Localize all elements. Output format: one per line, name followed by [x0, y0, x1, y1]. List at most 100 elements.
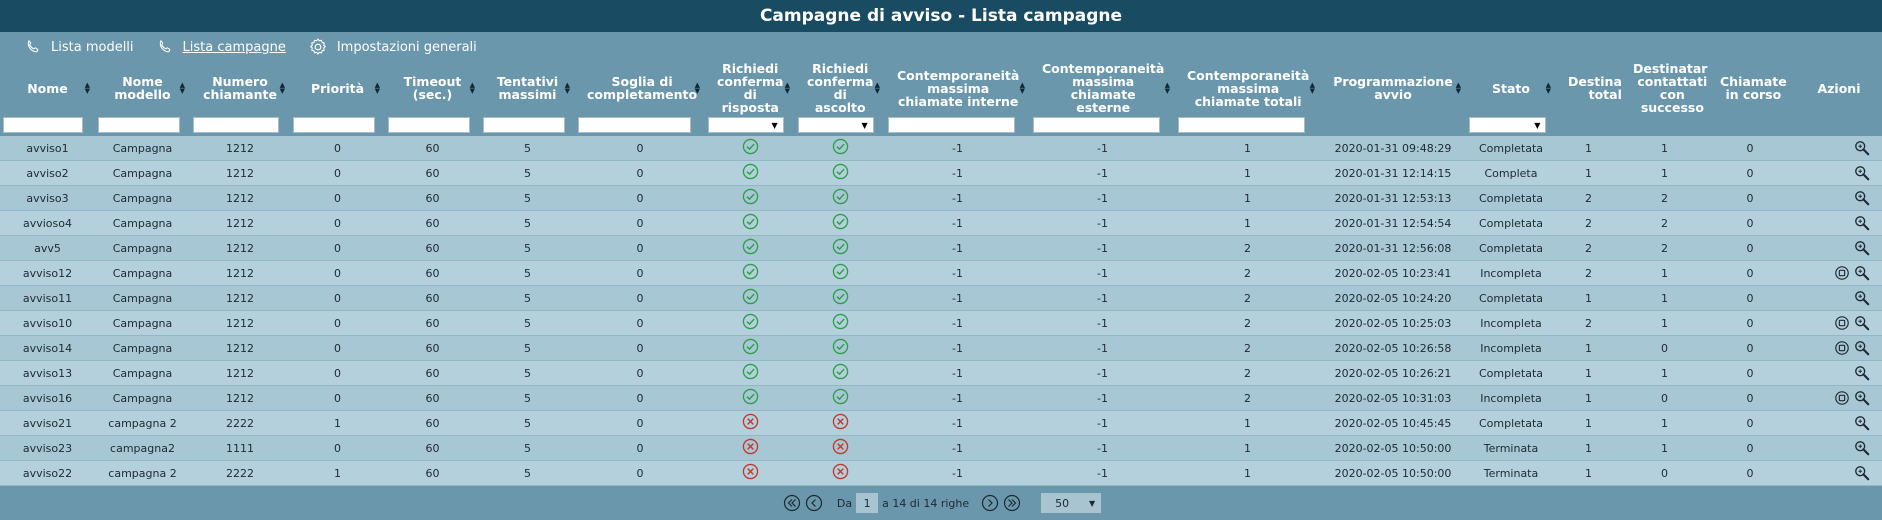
cell-programmazione-avvio: 2020-02-05 10:45:45 [1320, 410, 1466, 436]
table-row[interactable]: avviso12 Campagna 1212 0 60 5 0 -1 -1 2 2020-02-05… [0, 260, 1882, 286]
table-row[interactable]: avviso1 Campagna 1212 0 60 5 0 -1 -1 1 2020-01-31 … [0, 136, 1882, 161]
zoom-in-icon[interactable] [1854, 415, 1870, 431]
column-header-stato[interactable]: Stato ▲ ▼ [1466, 62, 1556, 114]
cell-azioni [1792, 385, 1882, 411]
cell-nome-modello: Campagna [95, 260, 190, 286]
zoom-in-icon[interactable] [1854, 315, 1870, 331]
page-number-input[interactable]: 1 [856, 493, 879, 513]
cell-chiamate-in-corso: 0 [1708, 335, 1792, 361]
sort-arrows-icon[interactable]: ▲ ▼ [179, 81, 185, 95]
zoom-in-icon[interactable] [1854, 240, 1870, 256]
next-page-icon[interactable] [981, 494, 999, 512]
filter-select-richiedi-conferma-di-ascolto[interactable]: ▼ [798, 117, 874, 133]
prev-page-icon[interactable] [805, 494, 823, 512]
column-header-programmazione-avvio[interactable]: Programmazione avvio ▲ ▼ [1320, 62, 1466, 114]
table-row[interactable]: avviso3 Campagna 1212 0 60 5 0 -1 -1 1 2020-01-31 … [0, 185, 1882, 211]
zoom-in-icon[interactable] [1854, 140, 1870, 156]
filter-input-soglia-di-completamento[interactable] [578, 117, 692, 133]
filter-input-numero-chiamante[interactable] [193, 117, 280, 133]
cell-tentativi-massimi: 5 [480, 235, 575, 261]
table-row[interactable]: avvioso4 Campagna 1212 0 60 5 0 -1 -1 1 2020-01-31… [0, 210, 1882, 236]
sort-arrows-icon[interactable]: ▲ ▼ [1309, 81, 1315, 95]
row-actions [1794, 365, 1882, 381]
nav-item-lista-campagne[interactable]: Lista campagne [156, 38, 286, 56]
column-header-nome-modello[interactable]: Nome modello ▲ ▼ [95, 62, 190, 114]
sort-arrows-icon[interactable]: ▲ ▼ [1545, 81, 1551, 95]
cell-contemporaneita-massima-chiamate-interne: -1 [885, 435, 1030, 461]
filter-input-contemporaneita-massima-chiamate-totali[interactable] [1178, 117, 1305, 133]
check-circle-icon [742, 213, 759, 233]
filter-input-timeout-sec[interactable] [388, 117, 470, 133]
sort-arrows-icon[interactable]: ▲ ▼ [784, 81, 790, 95]
cell-contemporaneita-massima-chiamate-esterne: -1 [1030, 285, 1175, 311]
table-row[interactable]: avviso13 Campagna 1212 0 60 5 0 -1 -1 2 2020-02-05… [0, 360, 1882, 386]
stop-icon[interactable] [1834, 340, 1850, 356]
pagination: Da 1 a 14 di 14 righe 50 ▼ [0, 486, 1882, 520]
column-header-priorita[interactable]: Priorità ▲ ▼ [290, 62, 385, 114]
nav-item-lista-modelli[interactable]: Lista modelli [24, 38, 134, 56]
table-row[interactable]: avviso21 campagna 2 2222 1 60 5 0 -1 -1 1 2020-02-… [0, 410, 1882, 436]
filter-select-stato[interactable]: ▼ [1469, 117, 1547, 133]
filter-select-richiedi-conferma-di-risposta[interactable]: ▼ [708, 117, 784, 133]
filter-cell [885, 114, 1030, 136]
zoom-in-icon[interactable] [1854, 440, 1870, 456]
sort-arrows-icon[interactable]: ▲ ▼ [279, 81, 285, 95]
table-row[interactable]: avviso23 campagna2 1111 0 60 5 0 -1 -1 1 2020-02-0… [0, 435, 1882, 461]
sort-arrows-icon[interactable]: ▲ ▼ [84, 81, 90, 95]
sort-arrows-icon[interactable]: ▲ ▼ [469, 81, 475, 95]
stop-icon[interactable] [1834, 265, 1850, 281]
cell-stato: Incompleta [1466, 260, 1556, 286]
table-row[interactable]: avv5 Campagna 1212 0 60 5 0 -1 -1 2 2020-01-31 12:… [0, 235, 1882, 261]
table-row[interactable]: avviso22 campagna 2 2222 1 60 5 0 -1 -1 1 2020-02-… [0, 460, 1882, 486]
table-row[interactable]: avviso11 Campagna 1212 0 60 5 0 -1 -1 2 2020-02-05… [0, 285, 1882, 311]
column-header-contemporaneita-massima-chiamate-esterne[interactable]: Contemporaneità massima chiamate esterne… [1030, 62, 1175, 114]
top-nav: Lista modelli Lista campagne Impostazioni … [0, 32, 1882, 62]
column-header-numero-chiamante[interactable]: Numero chiamante ▲ ▼ [190, 62, 290, 114]
filter-input-nome-modello[interactable] [98, 117, 180, 133]
sort-arrows-icon[interactable]: ▲ ▼ [874, 81, 880, 95]
zoom-in-icon[interactable] [1854, 340, 1870, 356]
column-header-nome[interactable]: Nome ▲ ▼ [0, 62, 95, 114]
sort-arrows-icon[interactable]: ▲ ▼ [374, 81, 380, 95]
nav-item-impostazioni-generali[interactable]: Impostazioni generali [308, 37, 477, 57]
filter-input-nome[interactable] [3, 117, 84, 133]
stop-icon[interactable] [1834, 390, 1850, 406]
sort-arrows-icon[interactable]: ▲ ▼ [1164, 81, 1170, 95]
column-header-contemporaneita-massima-chiamate-interne[interactable]: Contemporaneità massima chiamate interne… [885, 62, 1030, 114]
column-header-richiedi-conferma-di-ascolto[interactable]: Richiedi conferma di ascolto ▲ ▼ [795, 62, 885, 114]
zoom-in-icon[interactable] [1854, 290, 1870, 306]
first-page-icon[interactable] [783, 494, 801, 512]
filter-input-contemporaneita-massima-chiamate-interne[interactable] [888, 117, 1015, 133]
filter-input-tentativi-massimi[interactable] [483, 117, 565, 133]
column-header-tentativi-massimi[interactable]: Tentativi massimi ▲ ▼ [480, 62, 575, 114]
column-header-contemporaneita-massima-chiamate-totali[interactable]: Contemporaneità massima chiamate totali ▲… [1175, 62, 1320, 114]
cell-priorita: 0 [290, 360, 385, 386]
zoom-in-icon[interactable] [1854, 265, 1870, 281]
column-header-richiedi-conferma-di-risposta[interactable]: Richiedi conferma di risposta ▲ ▼ [705, 62, 795, 114]
column-header-soglia-di-completamento[interactable]: Soglia di completamento ▲ ▼ [575, 62, 705, 114]
zoom-in-icon[interactable] [1854, 365, 1870, 381]
table-row[interactable]: avviso16 Campagna 1212 0 60 5 0 -1 -1 2 2020-02-05… [0, 385, 1882, 411]
column-header-timeout-sec[interactable]: Timeout (sec.) ▲ ▼ [385, 62, 480, 114]
last-page-icon[interactable] [1003, 494, 1021, 512]
sort-arrows-icon[interactable]: ▲ ▼ [1455, 81, 1461, 95]
page-size-select[interactable]: 50 ▼ [1041, 493, 1102, 513]
zoom-in-icon[interactable] [1854, 165, 1870, 181]
cell-timeout-sec: 60 [385, 460, 480, 486]
table-row[interactable]: avviso2 Campagna 1212 0 60 5 0 -1 -1 1 2020-01-31 … [0, 160, 1882, 186]
table-row[interactable]: avviso10 Campagna 1212 0 60 5 0 -1 -1 2 2020-02-05… [0, 310, 1882, 336]
zoom-in-icon[interactable] [1854, 465, 1870, 481]
sort-arrows-icon[interactable]: ▲ ▼ [564, 81, 570, 95]
cell-richiedi-conferma-di-ascolto [795, 435, 885, 461]
stop-icon[interactable] [1834, 315, 1850, 331]
gear-icon [308, 37, 337, 57]
zoom-in-icon[interactable] [1854, 190, 1870, 206]
filter-input-contemporaneita-massima-chiamate-esterne[interactable] [1033, 117, 1160, 133]
sort-arrows-icon[interactable]: ▲ ▼ [694, 81, 700, 95]
zoom-in-icon[interactable] [1854, 215, 1870, 231]
zoom-in-icon[interactable] [1854, 390, 1870, 406]
sort-arrows-icon[interactable]: ▲ ▼ [1019, 81, 1025, 95]
filter-input-priorita[interactable] [293, 117, 375, 133]
table-row[interactable]: avviso14 Campagna 1212 0 60 5 0 -1 -1 2 2020-02-05… [0, 335, 1882, 361]
check-circle-icon [742, 313, 759, 333]
